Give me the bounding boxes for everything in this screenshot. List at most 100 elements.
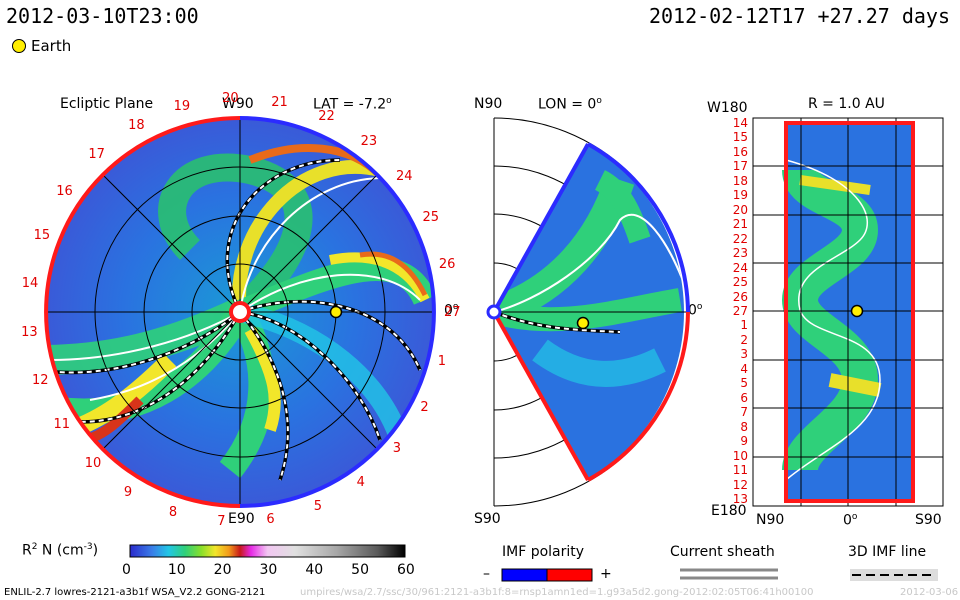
radial-row-label: 1 bbox=[740, 318, 748, 333]
colorbar-tick-label: 0 bbox=[122, 562, 131, 578]
imf3d-swatch bbox=[850, 569, 938, 581]
carrington-label: 19 bbox=[173, 99, 191, 115]
radial-row-label: 16 bbox=[732, 144, 748, 159]
carrington-label: 8 bbox=[168, 505, 178, 521]
radial-row-label: 10 bbox=[732, 448, 748, 463]
imf-plus-label: + bbox=[600, 566, 612, 582]
sun-icon bbox=[229, 301, 251, 323]
colorbar-tick-label: 20 bbox=[213, 562, 232, 578]
carrington-label: 21 bbox=[271, 94, 288, 110]
meridional-zero-label: 0o bbox=[688, 302, 703, 319]
carrington-label: 12 bbox=[31, 373, 49, 389]
radial-row-label: 3 bbox=[740, 347, 748, 362]
radial-row-label: 23 bbox=[732, 246, 748, 261]
meridional-top-label: N90 bbox=[474, 96, 503, 112]
carrington-label: 27 bbox=[443, 305, 461, 321]
carrington-label: 15 bbox=[33, 228, 51, 244]
radial-row-label: 14 bbox=[732, 116, 748, 130]
meridional-panel bbox=[486, 117, 690, 507]
carrington-label: 10 bbox=[84, 455, 102, 471]
earth-marker-radial bbox=[850, 304, 864, 318]
carrington-label: 6 bbox=[266, 512, 275, 528]
imf3d-title: 3D IMF line bbox=[848, 544, 927, 560]
footer-date: 2012-03-06 bbox=[900, 587, 959, 598]
radial-row-label: 26 bbox=[732, 289, 748, 304]
colorbar-tick-label: 10 bbox=[167, 562, 186, 578]
radial-bottom-left-label: E180 bbox=[711, 503, 747, 519]
radial-row-label: 13 bbox=[732, 492, 748, 506]
carrington-label: 13 bbox=[21, 325, 38, 341]
footer-path: umpires/wsa/2.7/ssc/30/961:2121-a3b1f:8=… bbox=[300, 587, 814, 598]
carrington-label: 14 bbox=[21, 275, 39, 291]
footer-model: ENLIL-2.7 lowres-2121-a3b1f WSA_V2.2 GON… bbox=[4, 587, 266, 598]
radial-row-label: 27 bbox=[732, 304, 748, 318]
radial-top-left-label: W180 bbox=[707, 100, 748, 116]
carrington-label: 22 bbox=[318, 109, 335, 125]
radial-panel bbox=[752, 117, 944, 507]
radial-row-label: 6 bbox=[740, 390, 748, 405]
radial-x-label-s90: S90 bbox=[915, 512, 942, 528]
left-datetime: 2012-03-10T23:00 bbox=[6, 4, 199, 28]
colorbar-tick-label: 40 bbox=[305, 562, 324, 578]
carrington-label: 23 bbox=[360, 134, 378, 150]
carrington-label: 2 bbox=[420, 400, 429, 416]
imf-positive-swatch bbox=[546, 568, 593, 582]
carrington-label: 5 bbox=[313, 498, 322, 514]
radial-row-label: 11 bbox=[732, 463, 748, 478]
carrington-label: 17 bbox=[88, 147, 105, 163]
radial-row-label: 17 bbox=[732, 159, 748, 174]
carrington-label: 16 bbox=[56, 184, 73, 200]
radial-row-label: 9 bbox=[740, 434, 748, 449]
radial-row-label: 18 bbox=[732, 173, 748, 188]
current-sheath-title: Current sheath bbox=[670, 544, 775, 560]
radial-row-label: 15 bbox=[732, 130, 748, 145]
earth-legend-label: Earth bbox=[31, 37, 72, 55]
imf-polarity-title: IMF polarity bbox=[502, 544, 585, 560]
ecliptic-disk bbox=[44, 116, 436, 508]
carrington-label: 9 bbox=[123, 485, 133, 501]
carrington-label: 3 bbox=[392, 441, 402, 457]
radial-title: R = 1.0 AU bbox=[808, 96, 885, 112]
radial-row-label: 20 bbox=[732, 202, 748, 217]
radial-row-label: 21 bbox=[732, 217, 748, 232]
radial-row-label: 8 bbox=[740, 419, 748, 434]
ecliptic-title: Ecliptic Plane bbox=[60, 96, 154, 112]
radial-row-label: 24 bbox=[732, 260, 748, 275]
imf-negative-swatch bbox=[501, 568, 548, 582]
carrington-label: 25 bbox=[422, 210, 440, 226]
colorbar-tick-label: 50 bbox=[351, 562, 369, 578]
ecliptic-top-label: W90 bbox=[222, 96, 254, 112]
current-sheath-swatch bbox=[680, 567, 778, 581]
radial-row-label: 4 bbox=[740, 361, 748, 376]
radial-row-label: 7 bbox=[740, 405, 748, 420]
radial-row-label: 5 bbox=[740, 376, 748, 391]
carrington-label: 20 bbox=[222, 91, 239, 107]
imf-minus-label: – bbox=[483, 566, 490, 582]
radial-x-label-n90: N90 bbox=[756, 512, 785, 528]
earth-legend-icon bbox=[12, 39, 26, 53]
earth-marker-meridional bbox=[576, 316, 590, 330]
meridional-bottom-label: S90 bbox=[474, 511, 501, 527]
meridional-lon-label: LON = 0o bbox=[538, 96, 602, 113]
carrington-label: 26 bbox=[438, 256, 456, 272]
carrington-label: 18 bbox=[128, 118, 145, 134]
earth-marker-ecliptic bbox=[329, 305, 343, 319]
radial-row-label: 12 bbox=[732, 477, 748, 492]
colorbar-tick-label: 30 bbox=[259, 562, 278, 578]
colorbar-tick-label: 60 bbox=[397, 562, 415, 578]
radial-row-label: 19 bbox=[732, 188, 748, 203]
radial-row-label: 2 bbox=[740, 332, 748, 347]
carrington-label: 11 bbox=[53, 417, 71, 433]
carrington-label: 4 bbox=[356, 474, 365, 490]
radial-row-label: 22 bbox=[732, 231, 748, 246]
colorbar-label: R2 N (cm-3) bbox=[22, 542, 99, 559]
carrington-label: 1 bbox=[437, 354, 446, 370]
radial-x-label-0: 0o bbox=[843, 512, 858, 529]
right-datetime: 2012-02-12T17 +27.27 days bbox=[648, 4, 950, 28]
carrington-label: 24 bbox=[395, 168, 413, 184]
carrington-label: 7 bbox=[217, 514, 226, 530]
ecliptic-zero-label: 0o bbox=[444, 302, 459, 319]
ecliptic-lat-label: LAT = -7.2o bbox=[313, 96, 392, 113]
ecliptic-bottom-label: E90 bbox=[228, 511, 255, 527]
